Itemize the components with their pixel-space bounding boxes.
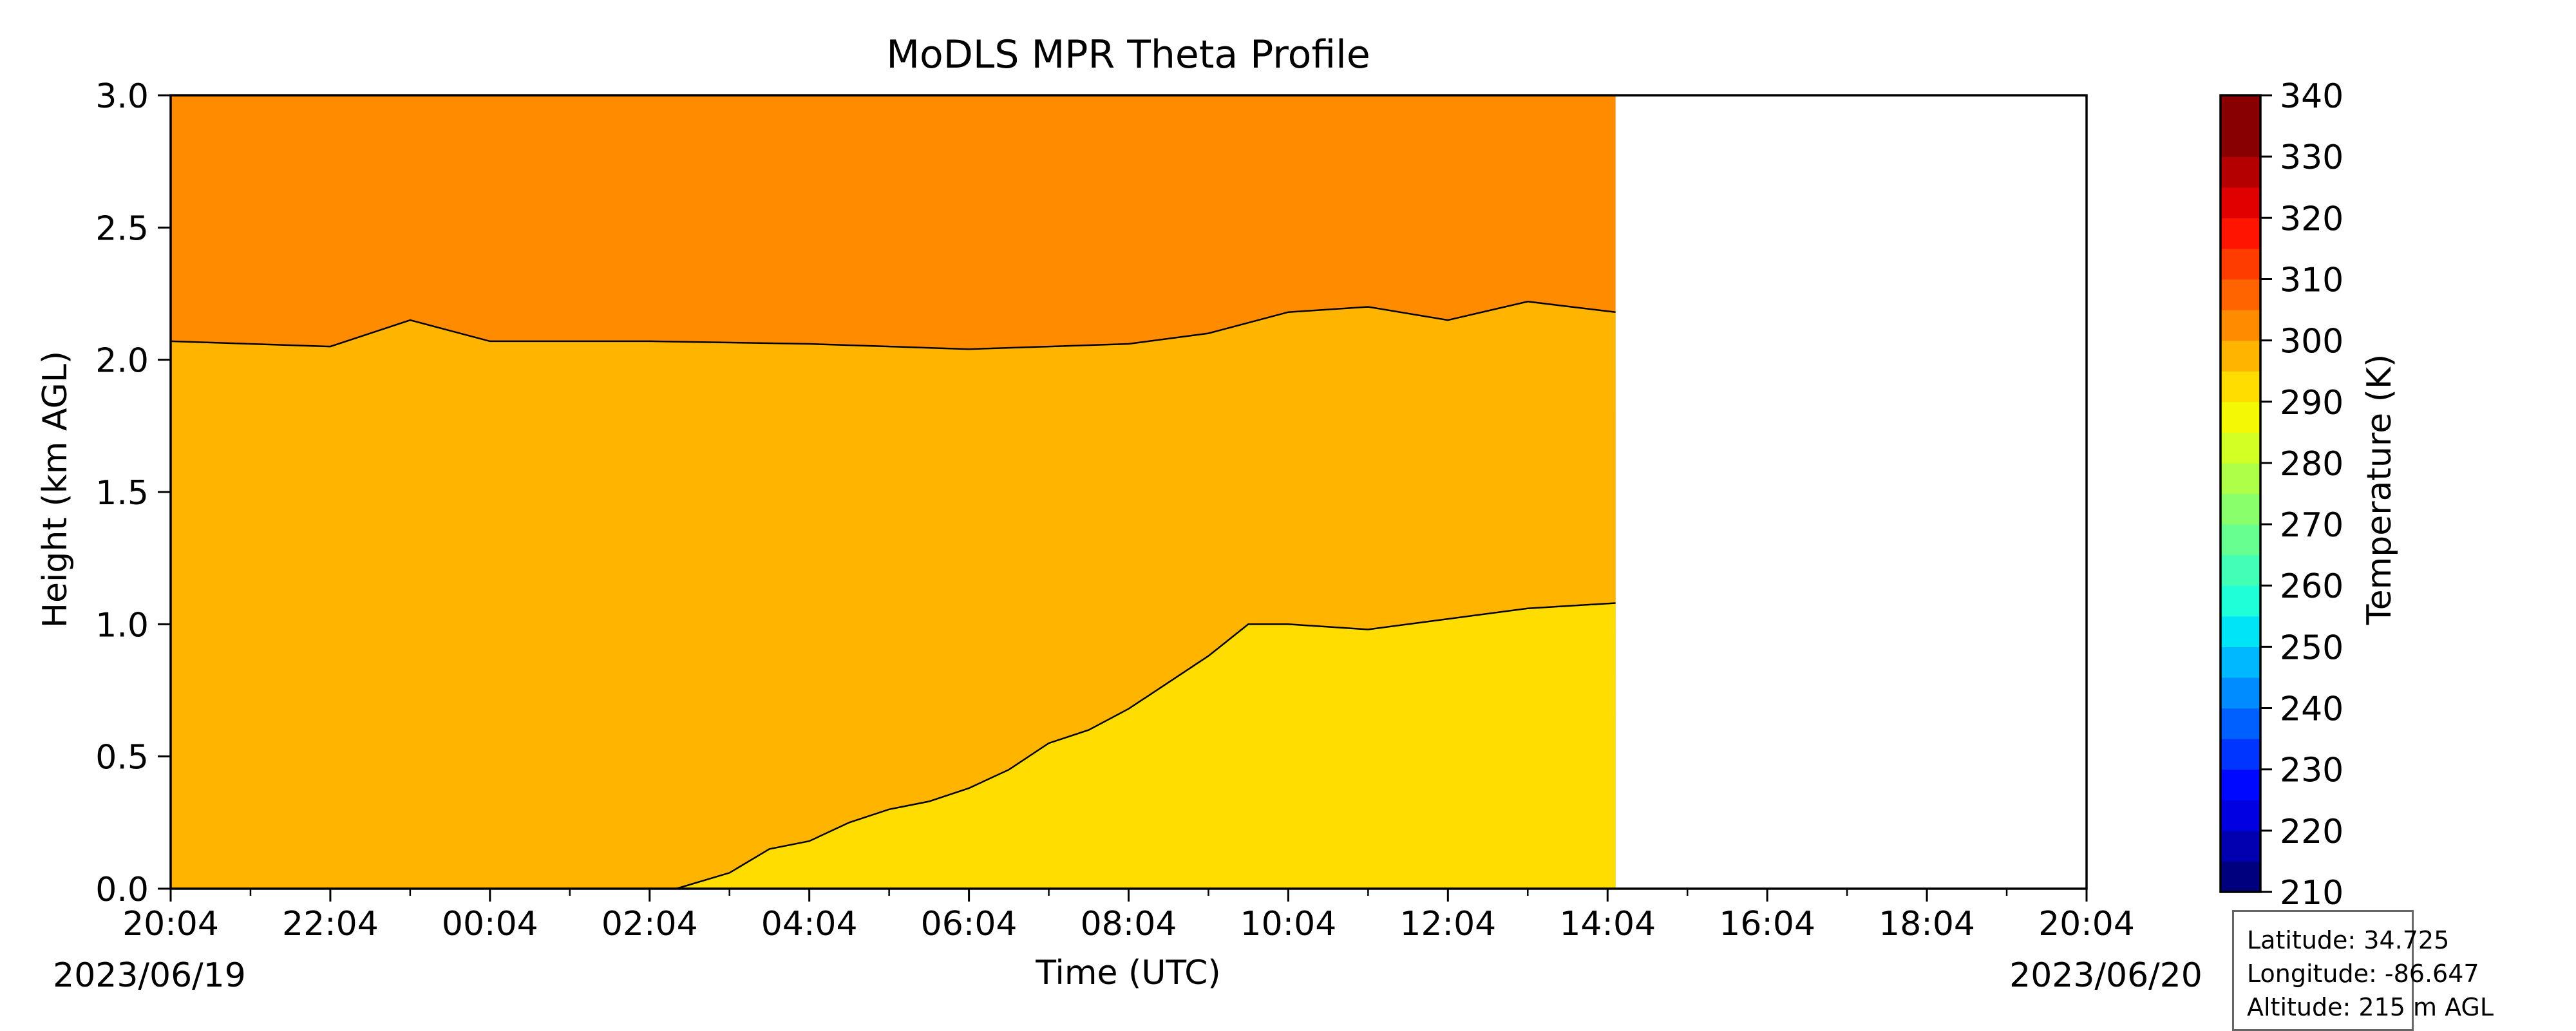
colorbar-bin (2221, 800, 2260, 831)
x-tick-label: 14:04 (1559, 905, 1656, 943)
colorbar-tick-label: 320 (2280, 200, 2344, 238)
colorbar-tick-label: 230 (2280, 752, 2344, 790)
colorbar-bin (2221, 432, 2260, 464)
colorbar-bin (2221, 524, 2260, 556)
colorbar-tick-label: 260 (2280, 567, 2344, 606)
x-axis-label: Time (UTC) (1035, 954, 1220, 992)
colorbar-bin (2221, 677, 2260, 709)
colorbar-bin (2221, 95, 2260, 157)
colorbar-tick-label: 290 (2280, 384, 2344, 422)
colorbar-label: Temperature (K) (2360, 354, 2399, 626)
colorbar-tick-label: 210 (2280, 874, 2344, 913)
colorbar-tick-label: 240 (2280, 690, 2344, 729)
colorbar-bin (2221, 554, 2260, 586)
colorbar-bin (2221, 585, 2260, 617)
x-tick-label: 08:04 (1081, 905, 1177, 943)
colorbar-bin (2221, 401, 2260, 433)
colorbar-tick-label: 220 (2280, 813, 2344, 851)
contour-line-295k (676, 602, 1616, 890)
colorbar-tick-label: 270 (2280, 506, 2344, 545)
x-tick-label: 20:04 (122, 905, 219, 943)
x-tick-label: 00:04 (442, 905, 538, 943)
colorbar-bin (2221, 647, 2260, 678)
station-info-box: Latitude: 34.725 Longitude: -86.647 Alti… (2232, 910, 2494, 1031)
x-tick-label: 04:04 (761, 905, 858, 943)
colorbar-tick-label: 280 (2280, 445, 2344, 484)
colorbar-bin (2221, 279, 2260, 310)
colorbar-tick-label: 250 (2280, 629, 2344, 667)
colorbar-bin (2221, 340, 2260, 372)
colorbar-bin (2221, 218, 2260, 249)
x-tick-label: 22:04 (282, 905, 379, 943)
x-tick-label: 02:04 (601, 905, 698, 943)
y-tick-label: 0.0 (95, 871, 149, 909)
plot-area (170, 95, 1616, 890)
colorbar-bin (2221, 861, 2260, 893)
colorbar-tick-label: 340 (2280, 77, 2344, 116)
colorbar-bin (2221, 156, 2260, 188)
y-tick-label: 1.0 (95, 606, 149, 645)
longitude-text: Longitude: -86.647 (2247, 960, 2479, 988)
colorbar-bin (2221, 248, 2260, 280)
y-tick-label: 2.0 (95, 342, 149, 381)
altitude-text: Altitude: 215 m AGL (2247, 993, 2494, 1021)
region-near-surface-layer (676, 603, 1616, 889)
y-tick-label: 2.5 (95, 209, 149, 248)
y-tick-label: 0.5 (95, 739, 149, 777)
colorbar-bin (2221, 708, 2260, 739)
start-date-label: 2023/06/19 (53, 956, 246, 995)
colorbar-bin (2221, 739, 2260, 770)
colorbar-bin (2221, 187, 2260, 218)
x-tick-label: 10:04 (1240, 905, 1336, 943)
colorbar-bin (2221, 462, 2260, 495)
x-tick-label: 20:04 (2038, 905, 2135, 943)
y-tick-label: 3.0 (95, 77, 149, 116)
end-date-label: 2023/06/20 (2009, 956, 2202, 995)
x-tick-label: 12:04 (1399, 905, 1496, 943)
x-tick-label: 16:04 (1719, 905, 1815, 943)
latitude-text: Latitude: 34.725 (2247, 926, 2450, 954)
colorbar-tick-label: 330 (2280, 138, 2344, 177)
colorbar: 210 220 230 240 250 260 270 280 290 300 310 320 330 3… (2219, 77, 2344, 913)
contour-line-300k (170, 301, 1616, 350)
colorbar-tick-label: 310 (2280, 261, 2344, 299)
x-tick-label: 18:04 (1879, 905, 1975, 943)
axes: 20:04 22:04 00:04 02:04 04:04 06:04 08:04 10:04… (95, 77, 2135, 943)
colorbar-bin (2221, 616, 2260, 647)
chart-title: MoDLS MPR Theta Profile (886, 32, 1370, 77)
colorbar-bin (2221, 310, 2260, 341)
x-tick-label: 06:04 (921, 905, 1018, 943)
colorbar-bin (2221, 830, 2260, 862)
colorbar-bin (2221, 371, 2260, 402)
colorbar-frame (2219, 94, 2262, 893)
y-tick-label: 1.5 (95, 474, 149, 513)
colorbar-tick-label: 300 (2280, 323, 2344, 361)
colorbar-bin (2221, 769, 2260, 800)
colorbar-bin (2221, 493, 2260, 525)
y-axis-label: Height (km AGL) (36, 351, 75, 628)
